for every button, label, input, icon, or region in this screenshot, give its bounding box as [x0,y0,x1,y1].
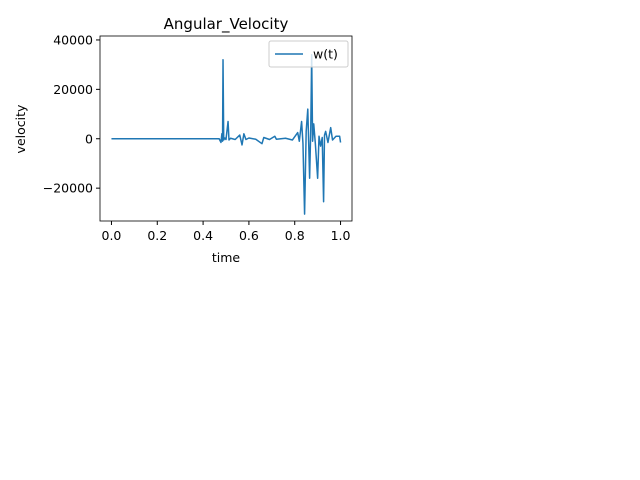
x-tick-label: 0.4 [193,228,213,243]
chart-title: Angular_Velocity [164,15,289,34]
x-tick-label: 0.6 [239,228,259,243]
x-axis-label: time [212,250,241,265]
x-tick-label: 0.8 [285,228,305,243]
y-tick-label: 40000 [53,32,93,47]
line [111,54,342,215]
x-tick-label: 0.0 [102,228,122,243]
y-tick-label: 20000 [53,82,93,97]
legend-label: w(t) [313,47,338,62]
axes-frame [99,35,353,222]
y-tick-label: 0 [85,131,93,146]
x-tick-label: 1.0 [331,228,351,243]
x-tick-label: 0.2 [147,228,167,243]
legend-box [268,40,349,68]
y-tick-label: −20000 [43,181,93,196]
y-axis-label: velocity [13,104,28,153]
